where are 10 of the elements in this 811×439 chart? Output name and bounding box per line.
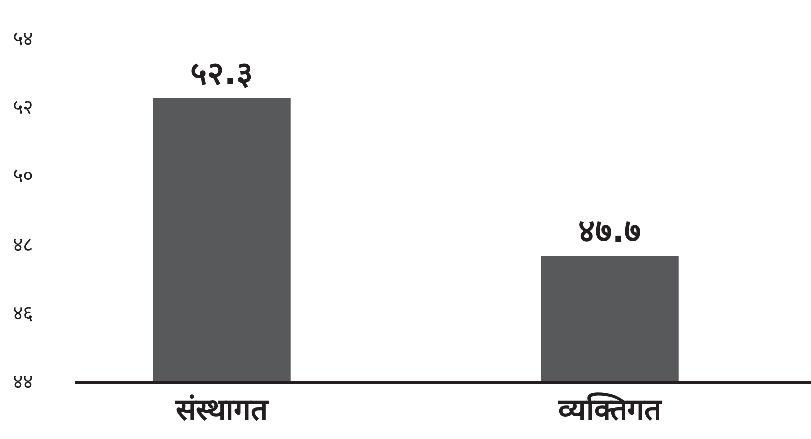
- value-label: ४७.७: [578, 212, 642, 250]
- ytick: ४४: [13, 369, 33, 394]
- ytick: ४८: [13, 232, 33, 256]
- ytick: ५२: [13, 95, 33, 120]
- ytick: ५०: [13, 164, 33, 188]
- ytick: ५४: [13, 26, 33, 50]
- ytick: ४६: [13, 300, 33, 325]
- category: संस्थागत: [176, 393, 268, 428]
- category: व्यक्तिगत: [558, 393, 662, 428]
- value-label: ५२.३: [190, 54, 254, 92]
